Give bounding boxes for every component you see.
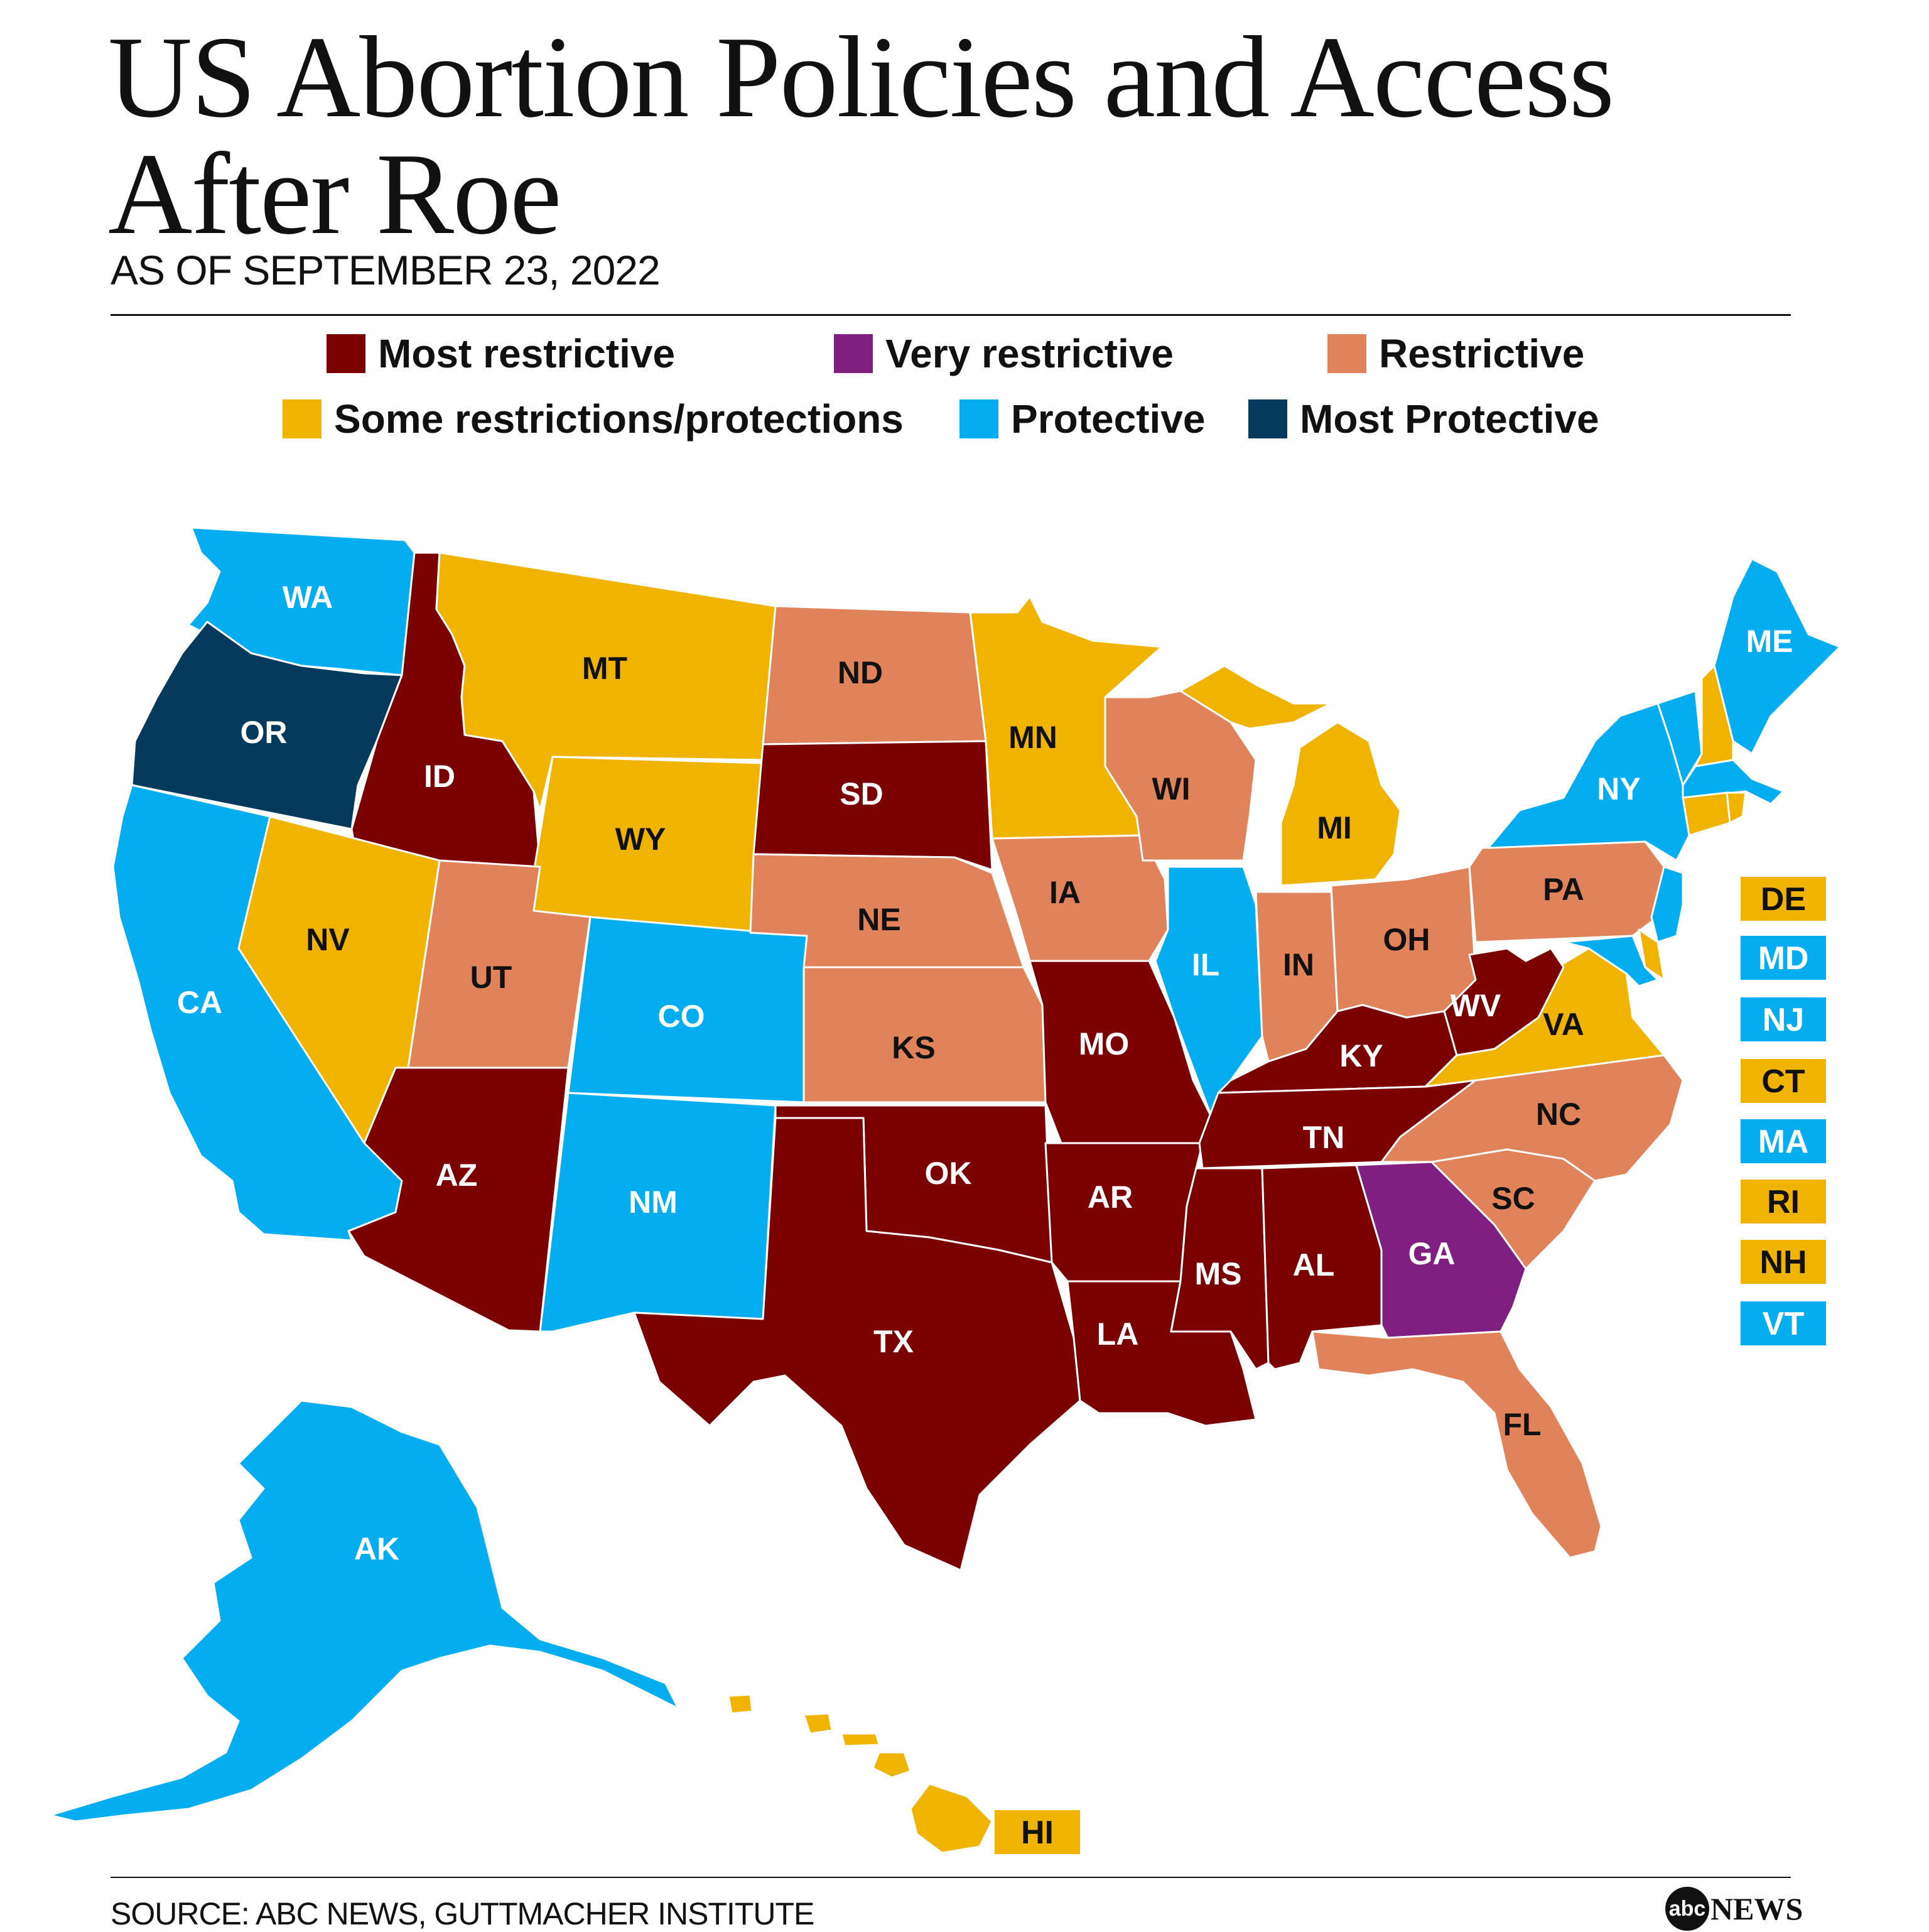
map-title: US Abortion Policies and Access After Ro… bbox=[108, 13, 1614, 259]
state-or bbox=[131, 621, 403, 830]
legend-swatch bbox=[1248, 399, 1287, 438]
state-label-co: CO bbox=[658, 999, 705, 1034]
state-sd bbox=[752, 740, 993, 871]
state-label-wa: WA bbox=[283, 580, 333, 615]
state-ak bbox=[49, 1399, 679, 1823]
state-wv bbox=[1443, 947, 1565, 1056]
state-label-ok: OK bbox=[925, 1156, 972, 1191]
state-ct bbox=[1682, 791, 1731, 837]
footer-divider bbox=[111, 1877, 1791, 1878]
state-wi bbox=[1104, 690, 1257, 862]
state-label-pa: PA bbox=[1543, 872, 1584, 907]
legend-swatch bbox=[327, 334, 365, 373]
state-hi-oahu bbox=[802, 1712, 833, 1735]
state-label-wy: WY bbox=[615, 822, 666, 857]
state-de bbox=[1638, 928, 1665, 981]
state-label-ak: AK bbox=[354, 1531, 399, 1566]
legend-label: Most restrictive bbox=[378, 331, 676, 376]
state-label-nd: ND bbox=[838, 655, 883, 690]
state-ri bbox=[1726, 791, 1747, 824]
state-label-ky: KY bbox=[1339, 1038, 1383, 1073]
abc-news-logo: abc NEWS bbox=[1665, 1887, 1803, 1931]
state-label-al: AL bbox=[1293, 1247, 1335, 1283]
abc-logo-icon: abc bbox=[1665, 1887, 1709, 1931]
state-md bbox=[1562, 935, 1659, 987]
state-label-oh: OH bbox=[1383, 922, 1430, 957]
state-labels: WA OR CA ID NV MT WY UT AZ CO NM ND SD N… bbox=[177, 580, 1793, 1566]
legend-label: Most Protective bbox=[1300, 396, 1599, 442]
state-label-ms: MS bbox=[1195, 1256, 1242, 1291]
state-label-mn: MN bbox=[1008, 720, 1057, 755]
state-label-nc: NC bbox=[1536, 1097, 1581, 1132]
legend-swatch bbox=[1327, 334, 1366, 373]
state-mi bbox=[1280, 721, 1402, 887]
state-tag-ri: RI bbox=[1741, 1180, 1826, 1224]
state-label-ga: GA bbox=[1408, 1236, 1456, 1271]
state-tag-ma: MA bbox=[1741, 1119, 1826, 1163]
state-label-tn: TN bbox=[1303, 1120, 1345, 1155]
state-ny bbox=[1487, 702, 1690, 862]
state-label-id: ID bbox=[424, 759, 455, 794]
state-label-ca: CA bbox=[177, 985, 222, 1020]
state-label-ks: KS bbox=[892, 1030, 935, 1065]
state-tx bbox=[633, 1117, 1081, 1571]
legend-label: Some restrictions/protections bbox=[334, 396, 904, 442]
state-label-wi: WI bbox=[1152, 771, 1190, 806]
state-hi-big-island bbox=[909, 1783, 993, 1854]
state-label-ia: IA bbox=[1049, 875, 1081, 910]
source-note: SOURCE: ABC NEWS, GUTTMACHER INSTITUTE bbox=[111, 1896, 814, 1931]
state-label-mi: MI bbox=[1317, 810, 1352, 845]
state-label-il: IL bbox=[1192, 947, 1219, 982]
state-tag-vt: VT bbox=[1741, 1301, 1826, 1345]
state-mi-upper bbox=[1179, 665, 1332, 730]
state-label-or: OR bbox=[240, 715, 288, 750]
state-tag-de: DE bbox=[1741, 877, 1826, 921]
state-label-tx: TX bbox=[873, 1324, 914, 1359]
state-label-ny: NY bbox=[1597, 771, 1640, 806]
state-tag-ct: CT bbox=[1741, 1059, 1826, 1103]
state-label-mt: MT bbox=[582, 651, 627, 686]
state-label-va: VA bbox=[1543, 1007, 1584, 1042]
state-tag-md: MD bbox=[1741, 936, 1826, 980]
logo-news-text: NEWS bbox=[1710, 1891, 1803, 1926]
state-label-nm: NM bbox=[629, 1185, 678, 1220]
map-subtitle: AS OF SEPTEMBER 23, 2022 bbox=[111, 247, 661, 293]
state-label-in: IN bbox=[1283, 947, 1314, 982]
state-hi-kauai bbox=[727, 1693, 754, 1715]
state-label-wv: WV bbox=[1451, 988, 1501, 1023]
state-label-mo: MO bbox=[1079, 1026, 1130, 1061]
state-fl bbox=[1311, 1330, 1602, 1559]
state-tag-hi: HI bbox=[995, 1810, 1080, 1854]
state-tag-nj: NJ bbox=[1741, 997, 1826, 1041]
state-label-az: AZ bbox=[436, 1158, 478, 1193]
state-label-ne: NE bbox=[857, 902, 900, 937]
state-label-sd: SD bbox=[840, 776, 883, 811]
legend-label: Protective bbox=[1011, 396, 1206, 442]
state-az bbox=[347, 1066, 570, 1333]
state-tag-nh: NH bbox=[1741, 1240, 1826, 1284]
state-label-nv: NV bbox=[306, 922, 350, 957]
legend-swatch bbox=[959, 399, 998, 438]
header-divider bbox=[111, 314, 1791, 316]
legend-label: Restrictive bbox=[1379, 331, 1585, 376]
state-label-sc: SC bbox=[1491, 1181, 1535, 1216]
state-nj bbox=[1650, 866, 1684, 943]
state-hi-maui bbox=[872, 1751, 912, 1779]
state-label-ut: UT bbox=[470, 960, 512, 995]
state-hi-molokai bbox=[840, 1732, 880, 1747]
state-me bbox=[1713, 558, 1841, 755]
state-label-me: ME bbox=[1746, 624, 1793, 659]
legend-swatch bbox=[834, 334, 873, 373]
legend-swatch bbox=[283, 399, 322, 438]
state-label-ar: AR bbox=[1088, 1180, 1133, 1215]
legend-label: Very restrictive bbox=[885, 331, 1174, 376]
state-hi bbox=[727, 1693, 993, 1854]
state-label-la: LA bbox=[1097, 1316, 1139, 1352]
state-label-fl: FL bbox=[1503, 1407, 1541, 1442]
